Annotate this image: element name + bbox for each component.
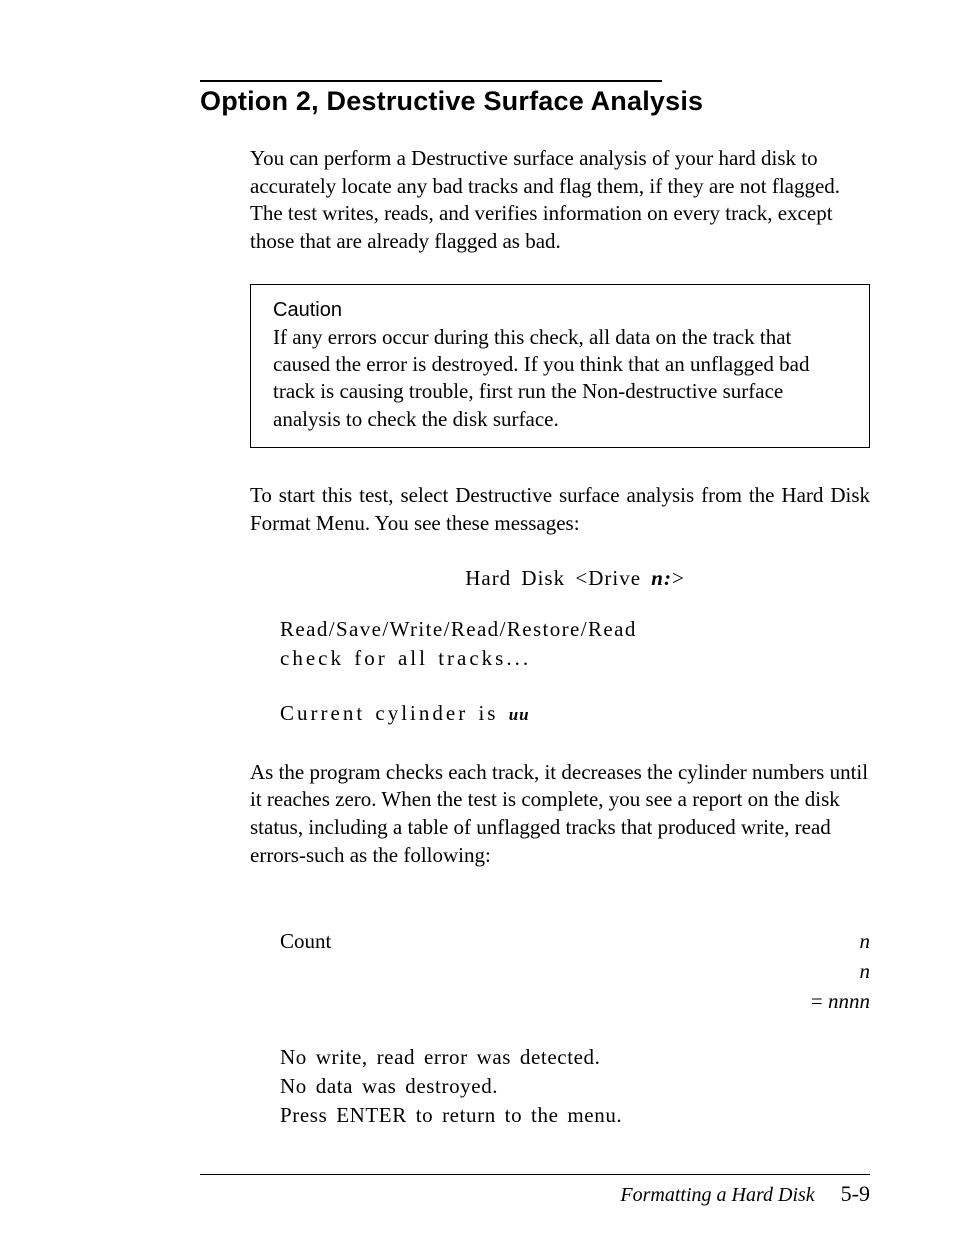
rw-line: Read/Save/Write/Read/Restore/Read check … — [280, 615, 870, 674]
check-text: check for all tracks... — [280, 646, 531, 670]
count-n1: n — [860, 926, 871, 956]
nnnn-prefix: = — [811, 989, 828, 1013]
start-paragraph: To start this test, select Destructive s… — [250, 482, 870, 537]
status-row-1: Count n — [280, 926, 870, 956]
count-label: Count — [280, 926, 331, 956]
heading-rule — [200, 80, 662, 82]
status-row-2: n — [280, 956, 870, 986]
footer-rule — [200, 1174, 870, 1175]
status-block: Count n n = nnnn No write, read error wa… — [280, 926, 870, 1130]
count-nnnn: = nnnn — [811, 986, 870, 1016]
drive-suffix: > — [672, 566, 685, 590]
footer-line: Formatting a Hard Disk 5-9 — [200, 1181, 870, 1207]
caution-box: Caution If any errors occur during this … — [250, 284, 870, 448]
caution-body: If any errors occur during this check, a… — [273, 324, 847, 433]
status-line-2: No data was destroyed. — [280, 1072, 870, 1101]
count-n2: n — [860, 956, 871, 986]
status-row-3: = nnnn — [280, 986, 870, 1016]
progress-paragraph: As the program checks each track, it dec… — [250, 759, 870, 870]
caution-title: Caution — [273, 299, 847, 322]
page-content: Option 2, Destructive Surface Analysis Y… — [200, 80, 870, 1130]
body-block: You can perform a Destructive surface an… — [250, 145, 870, 1130]
cyl-prefix: Current cylinder is — [280, 701, 509, 725]
page-footer: Formatting a Hard Disk 5-9 — [200, 1174, 870, 1207]
section-heading: Option 2, Destructive Surface Analysis — [200, 86, 870, 117]
drive-line: Hard Disk <Drive n:> — [280, 566, 870, 591]
footer-page-number: 5-9 — [841, 1181, 870, 1207]
rw-text: Read/Save/Write/Read/Restore/Read — [280, 617, 637, 641]
status-line-1: No write, read error was detected. — [280, 1043, 870, 1072]
status-messages: No write, read error was detected. No da… — [280, 1043, 870, 1130]
footer-title: Formatting a Hard Disk — [620, 1184, 814, 1207]
intro-paragraph: You can perform a Destructive surface an… — [250, 145, 870, 256]
drive-var: n: — [651, 566, 672, 590]
cylinder-line: Current cylinder is ии — [280, 699, 870, 728]
drive-prefix: Hard Disk <Drive — [465, 566, 651, 590]
status-line-3: Press ENTER to return to the menu. — [280, 1101, 870, 1130]
cyl-var: ии — [509, 705, 530, 724]
nnnn-val: nnnn — [828, 989, 870, 1013]
message-block: Hard Disk <Drive n:> Read/Save/Write/Rea… — [280, 566, 870, 729]
